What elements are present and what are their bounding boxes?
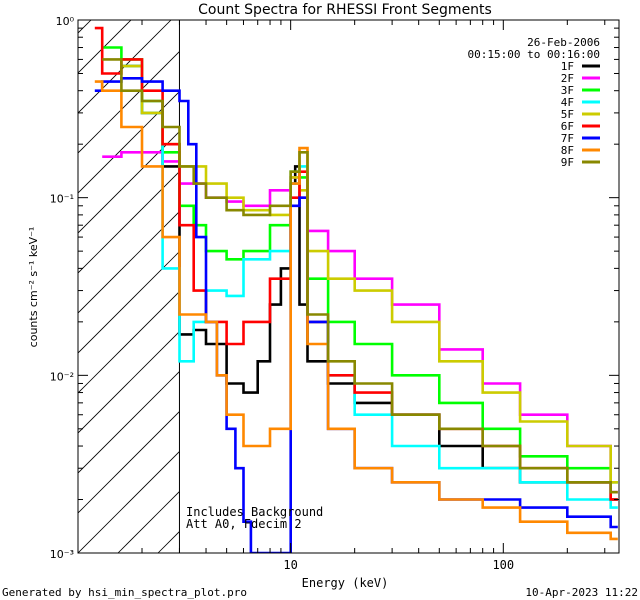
hatch-line — [78, 20, 132, 74]
series-6F — [94, 26, 618, 501]
hatch-line — [78, 210, 180, 314]
hatch-line — [78, 410, 180, 514]
legend-label-3F: 3F — [561, 84, 574, 97]
hatch-line — [78, 20, 92, 34]
annotation-background: Includes Background — [186, 505, 323, 519]
legend-label-5F: 5F — [561, 108, 574, 121]
legend-label-9F: 9F — [561, 156, 574, 169]
hatch-line — [78, 90, 180, 194]
series-layer — [94, 26, 618, 553]
hatch-line — [0, 0, 118, 553]
legend-label-6F: 6F — [561, 120, 574, 133]
y-tick-label: 10⁻² — [50, 370, 74, 383]
time-range-label: 00:15:00 to 00:16:00 — [468, 48, 600, 61]
hatch-line — [78, 20, 172, 114]
hatch-line — [78, 170, 180, 274]
date-label: 26-Feb-2006 — [527, 36, 600, 49]
x-tick-label: 100 — [492, 558, 514, 572]
hatch-line — [78, 250, 180, 354]
shaded-region — [0, 0, 180, 553]
x-tick-label: 10 — [283, 558, 297, 572]
legend-label-7F: 7F — [561, 132, 574, 145]
annotation-attenuator: Att A0, Fdecim 2 — [186, 517, 302, 531]
plot-frame — [77, 19, 620, 554]
footer-generated: Generated by hsi_min_spectra_plot.pro — [2, 586, 247, 599]
y-axis-label: counts cm⁻² s⁻¹ keV⁻¹ — [27, 227, 40, 348]
hatch-line — [78, 450, 180, 553]
hatch-line — [78, 50, 180, 154]
y-tick-label: 10⁰ — [56, 15, 75, 28]
series-5F — [121, 64, 618, 484]
chart-title: Count Spectra for RHESSI Front Segments — [198, 2, 492, 18]
legend-label-2F: 2F — [561, 72, 574, 85]
y-tick-label: 10⁻³ — [50, 548, 74, 561]
axes: 10 100 10⁰ 10⁻¹ 10⁻² 10⁻³ — [50, 15, 619, 572]
y-tick-label: 10⁻¹ — [50, 193, 74, 206]
x-axis-label: Energy (keV) — [302, 576, 389, 590]
hatch-line — [78, 330, 180, 434]
series-1F — [121, 64, 618, 501]
legend-label-1F: 1F — [561, 60, 574, 73]
hatch-line — [78, 370, 180, 474]
series-9F — [102, 58, 618, 494]
legend-label-4F: 4F — [561, 96, 574, 109]
legend-label-8F: 8F — [561, 144, 574, 157]
series-4F — [121, 64, 618, 509]
footer-timestamp: 10-Apr-2023 11:22 — [525, 586, 638, 599]
series-8F — [94, 80, 618, 541]
